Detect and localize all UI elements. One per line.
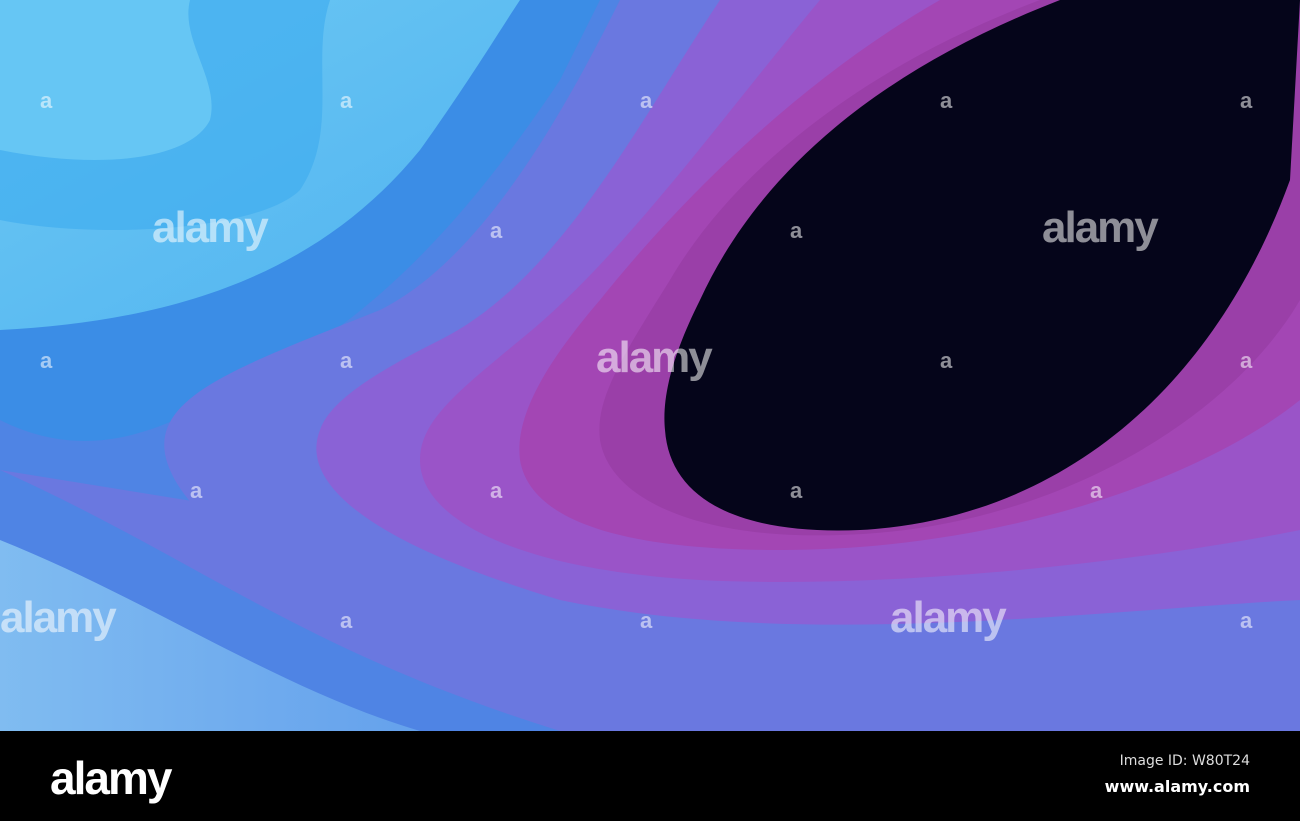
watermark-logo: alamy [152, 203, 269, 252]
footer-bar: alamy Image ID: W80T24 www.alamy.com [0, 731, 1300, 821]
watermark-mark: a [640, 608, 653, 633]
watermark-mark: a [40, 348, 53, 373]
watermark-mark: a [1240, 608, 1253, 633]
watermark-mark: a [340, 88, 353, 113]
watermark-mark: a [640, 88, 653, 113]
watermark-mark: a [490, 218, 503, 243]
watermark-mark: a [1240, 348, 1253, 373]
watermark-mark: a [40, 88, 53, 113]
image-id: Image ID: W80T24 [1119, 753, 1250, 769]
alamy-logo: alamy [50, 752, 172, 804]
watermark-logo: alamy [596, 333, 713, 382]
watermark-mark: a [190, 478, 203, 503]
watermark-mark: a [790, 218, 803, 243]
watermark-mark: a [940, 348, 953, 373]
watermark-logo: alamy [0, 593, 117, 642]
watermark-mark: a [340, 608, 353, 633]
watermark-mark: a [1090, 478, 1103, 503]
watermark-mark: a [490, 478, 503, 503]
watermark-mark: a [940, 88, 953, 113]
watermark-logo: alamy [890, 593, 1007, 642]
site-url: www.alamy.com [1104, 777, 1250, 796]
watermark-mark: a [1240, 88, 1253, 113]
watermark-mark: a [340, 348, 353, 373]
watermark-mark: a [790, 478, 803, 503]
abstract-layered-waves-artwork [0, 0, 1300, 731]
watermark-logo: alamy [1042, 203, 1159, 252]
